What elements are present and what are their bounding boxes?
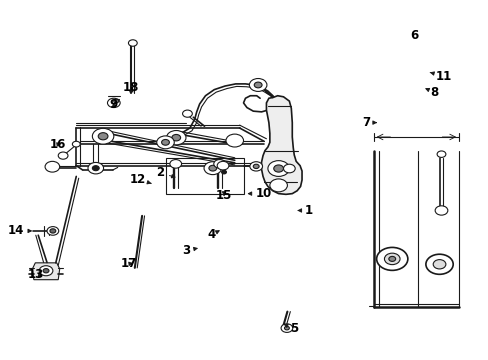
Circle shape bbox=[221, 170, 226, 174]
Circle shape bbox=[388, 256, 395, 261]
Circle shape bbox=[432, 260, 445, 269]
Circle shape bbox=[269, 179, 287, 192]
Circle shape bbox=[253, 164, 259, 168]
Circle shape bbox=[425, 254, 452, 274]
Text: 10: 10 bbox=[248, 187, 271, 200]
Circle shape bbox=[43, 269, 49, 273]
Circle shape bbox=[249, 162, 262, 171]
Circle shape bbox=[88, 162, 103, 174]
Circle shape bbox=[225, 134, 243, 147]
Text: 17: 17 bbox=[120, 257, 136, 270]
Polygon shape bbox=[261, 96, 302, 194]
Circle shape bbox=[169, 159, 181, 168]
Text: 8: 8 bbox=[425, 86, 437, 99]
Circle shape bbox=[273, 165, 283, 172]
Circle shape bbox=[182, 110, 192, 117]
Text: 6: 6 bbox=[409, 30, 417, 42]
Polygon shape bbox=[32, 263, 60, 280]
Circle shape bbox=[217, 161, 228, 170]
Circle shape bbox=[249, 78, 266, 91]
Circle shape bbox=[208, 165, 216, 171]
Text: 5: 5 bbox=[284, 322, 298, 335]
Circle shape bbox=[384, 253, 399, 265]
Circle shape bbox=[284, 326, 289, 330]
Circle shape bbox=[45, 161, 60, 172]
Circle shape bbox=[203, 162, 221, 175]
Text: 11: 11 bbox=[429, 69, 451, 82]
Text: 7: 7 bbox=[362, 116, 376, 129]
Circle shape bbox=[92, 166, 99, 171]
Circle shape bbox=[281, 324, 292, 332]
Text: 15: 15 bbox=[215, 189, 232, 202]
Circle shape bbox=[436, 151, 445, 157]
Text: 12: 12 bbox=[129, 173, 151, 186]
Text: 2: 2 bbox=[156, 166, 175, 179]
Text: 9: 9 bbox=[109, 98, 118, 111]
Text: 4: 4 bbox=[207, 228, 219, 242]
Text: 13: 13 bbox=[28, 268, 44, 281]
Text: 16: 16 bbox=[50, 138, 66, 151]
Text: 3: 3 bbox=[182, 244, 197, 257]
Circle shape bbox=[50, 229, 56, 233]
Circle shape bbox=[267, 161, 289, 176]
Circle shape bbox=[157, 136, 174, 149]
Circle shape bbox=[98, 133, 108, 140]
Circle shape bbox=[107, 98, 120, 108]
Text: 14: 14 bbox=[8, 224, 31, 238]
Circle shape bbox=[58, 152, 68, 159]
Circle shape bbox=[161, 139, 169, 145]
Circle shape bbox=[128, 40, 137, 46]
Text: 18: 18 bbox=[123, 81, 139, 94]
Circle shape bbox=[434, 206, 447, 215]
Circle shape bbox=[254, 82, 262, 88]
Text: 1: 1 bbox=[298, 204, 312, 217]
Circle shape bbox=[39, 266, 53, 276]
Circle shape bbox=[171, 134, 180, 141]
Circle shape bbox=[376, 247, 407, 270]
Circle shape bbox=[166, 131, 185, 145]
Circle shape bbox=[92, 129, 114, 144]
Circle shape bbox=[72, 141, 80, 147]
Circle shape bbox=[283, 164, 295, 173]
Circle shape bbox=[114, 99, 119, 103]
Circle shape bbox=[213, 159, 225, 168]
Circle shape bbox=[47, 226, 59, 235]
